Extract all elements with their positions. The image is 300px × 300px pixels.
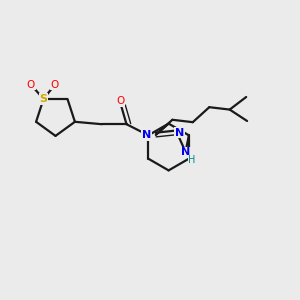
Text: S: S: [40, 94, 47, 104]
Text: O: O: [27, 80, 35, 90]
Text: N: N: [142, 130, 152, 140]
Text: N: N: [181, 148, 190, 158]
Text: O: O: [51, 80, 59, 90]
Text: O: O: [116, 96, 124, 106]
Text: H: H: [188, 155, 196, 165]
Text: N: N: [175, 128, 184, 138]
